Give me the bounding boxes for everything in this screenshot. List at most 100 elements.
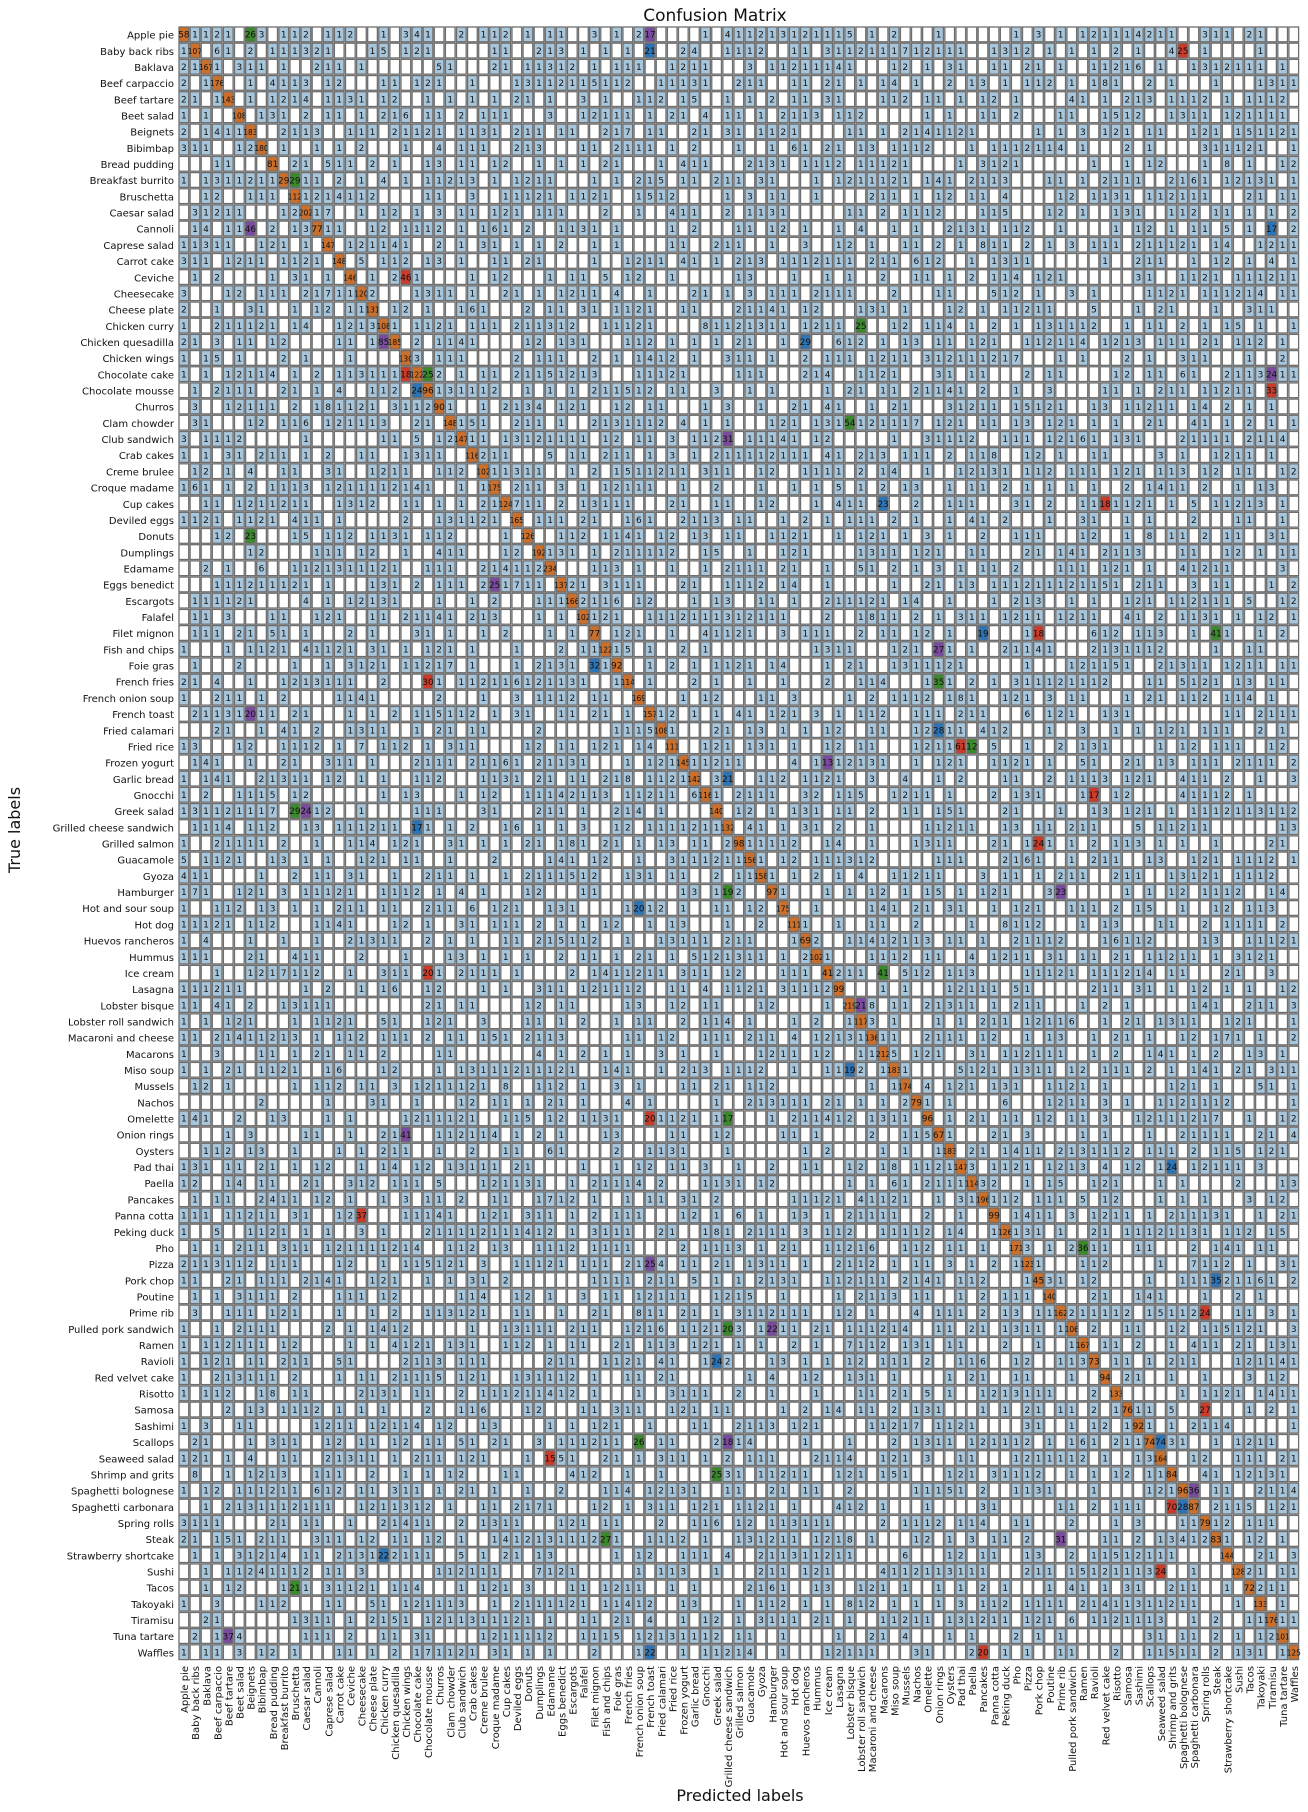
cell-value: 1 [1124, 338, 1130, 348]
matrix-cell [778, 367, 788, 382]
matrix-cell [290, 59, 300, 74]
matrix-cell [645, 76, 655, 91]
cell-value: 1 [414, 403, 420, 413]
cell-value: 2 [969, 273, 975, 283]
matrix-cell [1256, 399, 1266, 414]
cell-value: 2 [392, 273, 398, 283]
matrix-cell [934, 76, 944, 91]
matrix-cell [212, 448, 222, 463]
matrix-cell [257, 334, 267, 349]
cell-value: 1 [836, 112, 842, 122]
cell-value: 1 [370, 273, 376, 283]
matrix-cell [579, 27, 589, 42]
cell-value: 2 [1158, 160, 1164, 170]
cell-value: 1 [470, 338, 476, 348]
matrix-cell [501, 302, 511, 317]
cell-value: 1 [225, 322, 231, 332]
cell-value: 2 [814, 257, 820, 267]
matrix-cell [1289, 480, 1299, 495]
cell-value: 1 [980, 95, 986, 105]
cell-value: 2 [614, 484, 620, 494]
matrix-cell [623, 237, 633, 252]
cell-value: 2 [714, 451, 720, 461]
cell-value: 1 [947, 500, 953, 510]
cell-value: 8 [325, 403, 331, 413]
cell-value: 1 [403, 500, 409, 510]
cell-value: 1 [614, 354, 620, 364]
cell-value: 1 [758, 160, 764, 170]
cell-value: 1 [947, 128, 953, 138]
cell-value: 1 [1202, 468, 1208, 478]
cell-value: 2 [880, 273, 886, 283]
cell-value: 2 [825, 435, 831, 445]
cell-value: 1 [181, 484, 187, 494]
matrix-cell [279, 221, 289, 236]
cell-value: 2 [1047, 79, 1053, 89]
cell-value: 3 [769, 160, 775, 170]
cell-value: 1 [847, 290, 853, 300]
cell-value: 2 [636, 257, 642, 267]
cell-value: 1 [1280, 241, 1286, 251]
matrix-cell [867, 496, 877, 511]
matrix-cell [1078, 76, 1088, 91]
cell-value: 1 [470, 290, 476, 300]
matrix-cell [590, 480, 600, 495]
cell-value: 1 [803, 306, 809, 316]
matrix-cell [712, 205, 722, 220]
cell-value: 2 [780, 128, 786, 138]
cell-value: 1 [525, 128, 531, 138]
cell-value: 1 [603, 192, 609, 202]
diagonal-value: 147 [321, 241, 336, 250]
cell-value: 1 [581, 47, 587, 57]
matrix-cell [934, 399, 944, 414]
matrix-cell [1278, 140, 1288, 155]
cell-value: 1 [1013, 144, 1019, 154]
matrix-cell [279, 367, 289, 382]
cell-value: 1 [492, 451, 498, 461]
matrix-cell [1045, 221, 1055, 236]
matrix-cell [323, 140, 333, 155]
cell-value: 2 [336, 419, 342, 429]
matrix-cell [1045, 351, 1055, 366]
cell-value: 1 [1091, 435, 1097, 445]
cell-value: 1 [869, 160, 875, 170]
matrix-cell [867, 464, 877, 479]
cell-value: 1 [791, 484, 797, 494]
matrix-cell [357, 43, 367, 58]
matrix-cell [1189, 302, 1199, 317]
matrix-cell [401, 156, 411, 171]
cell-value: 1 [525, 435, 531, 445]
cell-value: 1 [1269, 112, 1275, 122]
cell-value: 1 [1280, 79, 1286, 89]
cell-value: 1 [692, 63, 698, 73]
matrix-cell [390, 415, 400, 430]
cell-value: 1 [281, 112, 287, 122]
cell-value: 1 [592, 144, 598, 154]
cell-value: 1 [203, 354, 209, 364]
matrix-cell [312, 351, 322, 366]
matrix-cell [967, 302, 977, 317]
cell-value: 1 [969, 338, 975, 348]
matrix-cell [889, 302, 899, 317]
matrix-cell [1211, 43, 1221, 58]
cell-value: 1 [847, 338, 853, 348]
cell-value: 1 [569, 387, 575, 397]
cell-value: 1 [292, 95, 298, 105]
cell-value: 1 [1235, 273, 1241, 283]
cell-value: 2 [492, 387, 498, 397]
cell-value: 2 [936, 257, 942, 267]
matrix-cell [468, 59, 478, 74]
cell-value: 46 [400, 273, 412, 283]
cell-value: 2 [991, 322, 997, 332]
matrix-cell [989, 480, 999, 495]
cell-value: 2 [936, 241, 942, 251]
cell-value: 1 [814, 160, 820, 170]
matrix-cell [223, 76, 233, 91]
matrix-cell [235, 464, 245, 479]
matrix-cell [1145, 334, 1155, 349]
matrix-cell [645, 496, 655, 511]
cell-value: 2 [969, 435, 975, 445]
cell-value: 1 [414, 290, 420, 300]
matrix-cell [490, 415, 500, 430]
matrix-cell [1078, 156, 1088, 171]
